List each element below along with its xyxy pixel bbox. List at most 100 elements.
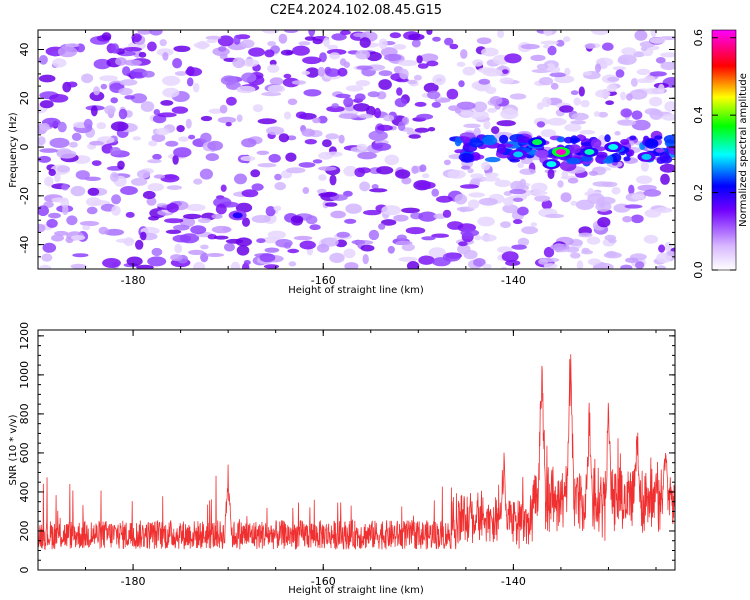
heatmap-cell xyxy=(117,160,125,170)
heatmap-cell xyxy=(661,113,675,121)
heatmap-cell xyxy=(411,165,419,174)
heatmap-cell xyxy=(250,169,261,178)
heatmap-cell xyxy=(291,215,304,223)
heatmap-cell xyxy=(395,169,411,179)
heatmap-cell xyxy=(376,124,393,131)
heatmap-x-axis-label: Height of straight line (km) xyxy=(288,285,424,296)
heatmap-cell xyxy=(401,243,415,252)
heatmap-cell xyxy=(458,153,475,162)
heatmap-cell xyxy=(235,202,253,213)
heatmap-cell xyxy=(213,235,229,240)
heatmap-cell xyxy=(292,45,310,56)
heatmap-cell xyxy=(302,56,322,65)
heatmap-cell xyxy=(225,122,232,127)
heatmap-cell xyxy=(111,194,122,205)
heatmap-cell xyxy=(172,154,179,165)
heatmap-cell xyxy=(325,151,343,157)
heatmap-cell xyxy=(305,67,320,78)
heatmap-cell xyxy=(70,263,87,269)
heatmap-cell xyxy=(419,164,427,172)
heatmap-cell xyxy=(431,233,449,238)
heatmap-cell xyxy=(431,188,440,197)
heatmap-cell xyxy=(503,197,514,207)
heatmap-cell xyxy=(631,110,643,120)
heatmap-cell xyxy=(259,253,276,263)
heatmap-cell xyxy=(605,100,614,105)
heatmap-cell xyxy=(148,216,159,221)
heatmap-cell xyxy=(196,40,209,50)
heatmap-cell xyxy=(378,223,386,230)
heatmap-cell xyxy=(603,252,622,259)
heatmap-cell xyxy=(264,49,275,58)
heatmap-cell xyxy=(620,264,633,269)
heatmap-cell xyxy=(230,261,241,269)
heatmap-cell xyxy=(360,244,375,252)
heatmap-cell xyxy=(130,177,148,186)
heatmap-cell xyxy=(235,237,252,247)
heatmap-cell xyxy=(570,200,578,206)
heatmap-cell xyxy=(368,229,380,241)
heatmap-cell xyxy=(366,64,386,71)
heatmap-cell xyxy=(48,212,61,219)
heatmap-cell xyxy=(86,206,98,215)
heatmap-peak xyxy=(546,161,557,168)
heatmap-cell xyxy=(42,242,57,253)
heatmap-cell xyxy=(660,52,675,58)
heatmap-cell xyxy=(285,152,297,162)
heatmap-cell xyxy=(56,150,77,159)
heatmap-cell xyxy=(338,113,359,119)
x-tick-label: -140 xyxy=(501,575,526,588)
heatmap-cell xyxy=(172,58,183,69)
heatmap-cell xyxy=(396,234,407,241)
heatmap-cell xyxy=(38,155,51,163)
heatmap-cell xyxy=(557,180,564,188)
heatmap-cell xyxy=(418,211,437,222)
heatmap-cell xyxy=(124,59,142,66)
heatmap-cell xyxy=(75,170,90,180)
heatmap-cell xyxy=(631,119,651,131)
y-tick-label: -20 xyxy=(18,187,31,205)
heatmap-cell xyxy=(491,126,500,135)
heatmap-cell xyxy=(155,127,170,136)
heatmap-cell xyxy=(298,41,311,46)
heatmap-cell xyxy=(171,106,189,114)
heatmap-cell xyxy=(398,59,418,67)
heatmap-cell xyxy=(564,67,571,76)
heatmap-peak xyxy=(532,139,543,146)
heatmap-cell xyxy=(427,90,441,100)
heatmap-cell xyxy=(462,66,476,76)
heatmap-cell xyxy=(383,114,395,122)
heatmap-cell xyxy=(192,82,200,93)
heatmap-cell xyxy=(331,103,339,109)
heatmap-cell xyxy=(51,197,68,203)
colorbar-ticks: 0.0 0.2 0.4 0.6 xyxy=(692,29,737,279)
heatmap-cell xyxy=(104,105,116,115)
heatmap-cell xyxy=(157,112,177,118)
heatmap-cell xyxy=(241,72,257,83)
heatmap-cell xyxy=(627,149,635,157)
heatmap-cell xyxy=(252,104,264,113)
heatmap-cell xyxy=(387,245,395,254)
heatmap-cell xyxy=(115,238,135,244)
heatmap-cell xyxy=(454,193,468,205)
heatmap-cell xyxy=(615,69,625,78)
heatmap-cell xyxy=(636,175,653,184)
heatmap-cell xyxy=(423,82,439,93)
heatmap-cell xyxy=(57,121,67,133)
heatmap-cell xyxy=(208,108,223,114)
heatmap-cell xyxy=(193,261,206,269)
heatmap-cell xyxy=(640,46,648,51)
heatmap-cell xyxy=(649,37,666,44)
heatmap-cell xyxy=(408,134,421,139)
heatmap-cell xyxy=(122,66,131,76)
heatmap-cell xyxy=(368,130,388,141)
heatmap-cell xyxy=(374,107,382,119)
heatmap-cell xyxy=(406,261,420,269)
heatmap-cell xyxy=(567,177,579,184)
heatmap-peak xyxy=(584,148,595,155)
heatmap-cell xyxy=(649,71,667,77)
heatmap-cell xyxy=(586,236,601,245)
x-tick-label: -180 xyxy=(121,575,146,588)
heatmap-cell xyxy=(327,44,339,51)
